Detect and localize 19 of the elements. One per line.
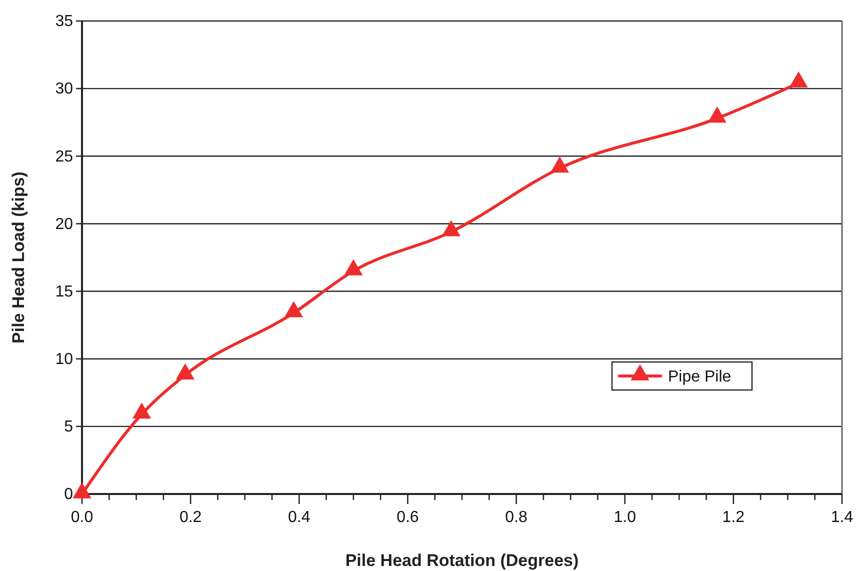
x-tick-label: 1.2 <box>722 509 745 526</box>
y-axis-title: Pile Head Load (kips) <box>9 172 28 344</box>
y-tick-label: 5 <box>64 418 74 436</box>
x-tick-label: 0.8 <box>505 509 528 526</box>
x-tick-label: 1.4 <box>830 509 854 526</box>
x-tick-label: 0.6 <box>396 509 419 526</box>
x-tick-label: 0.2 <box>179 509 202 526</box>
x-tick-label: 0.0 <box>70 509 94 526</box>
x-tick-label: 0.4 <box>288 509 310 526</box>
x-tick-label: 1.0 <box>614 509 636 526</box>
y-tick-label: 25 <box>55 148 74 166</box>
y-tick-label: 35 <box>55 13 74 30</box>
y-tick-label: 20 <box>55 216 74 233</box>
y-tick-label: 15 <box>55 283 74 300</box>
y-tick-label: 30 <box>55 80 74 98</box>
x-axis-title: Pile Head Rotation (Degrees) <box>345 551 579 570</box>
y-tick-label: 0 <box>64 486 74 504</box>
legend-label: Pipe Pile <box>668 368 732 386</box>
y-tick-label: 10 <box>55 350 74 368</box>
